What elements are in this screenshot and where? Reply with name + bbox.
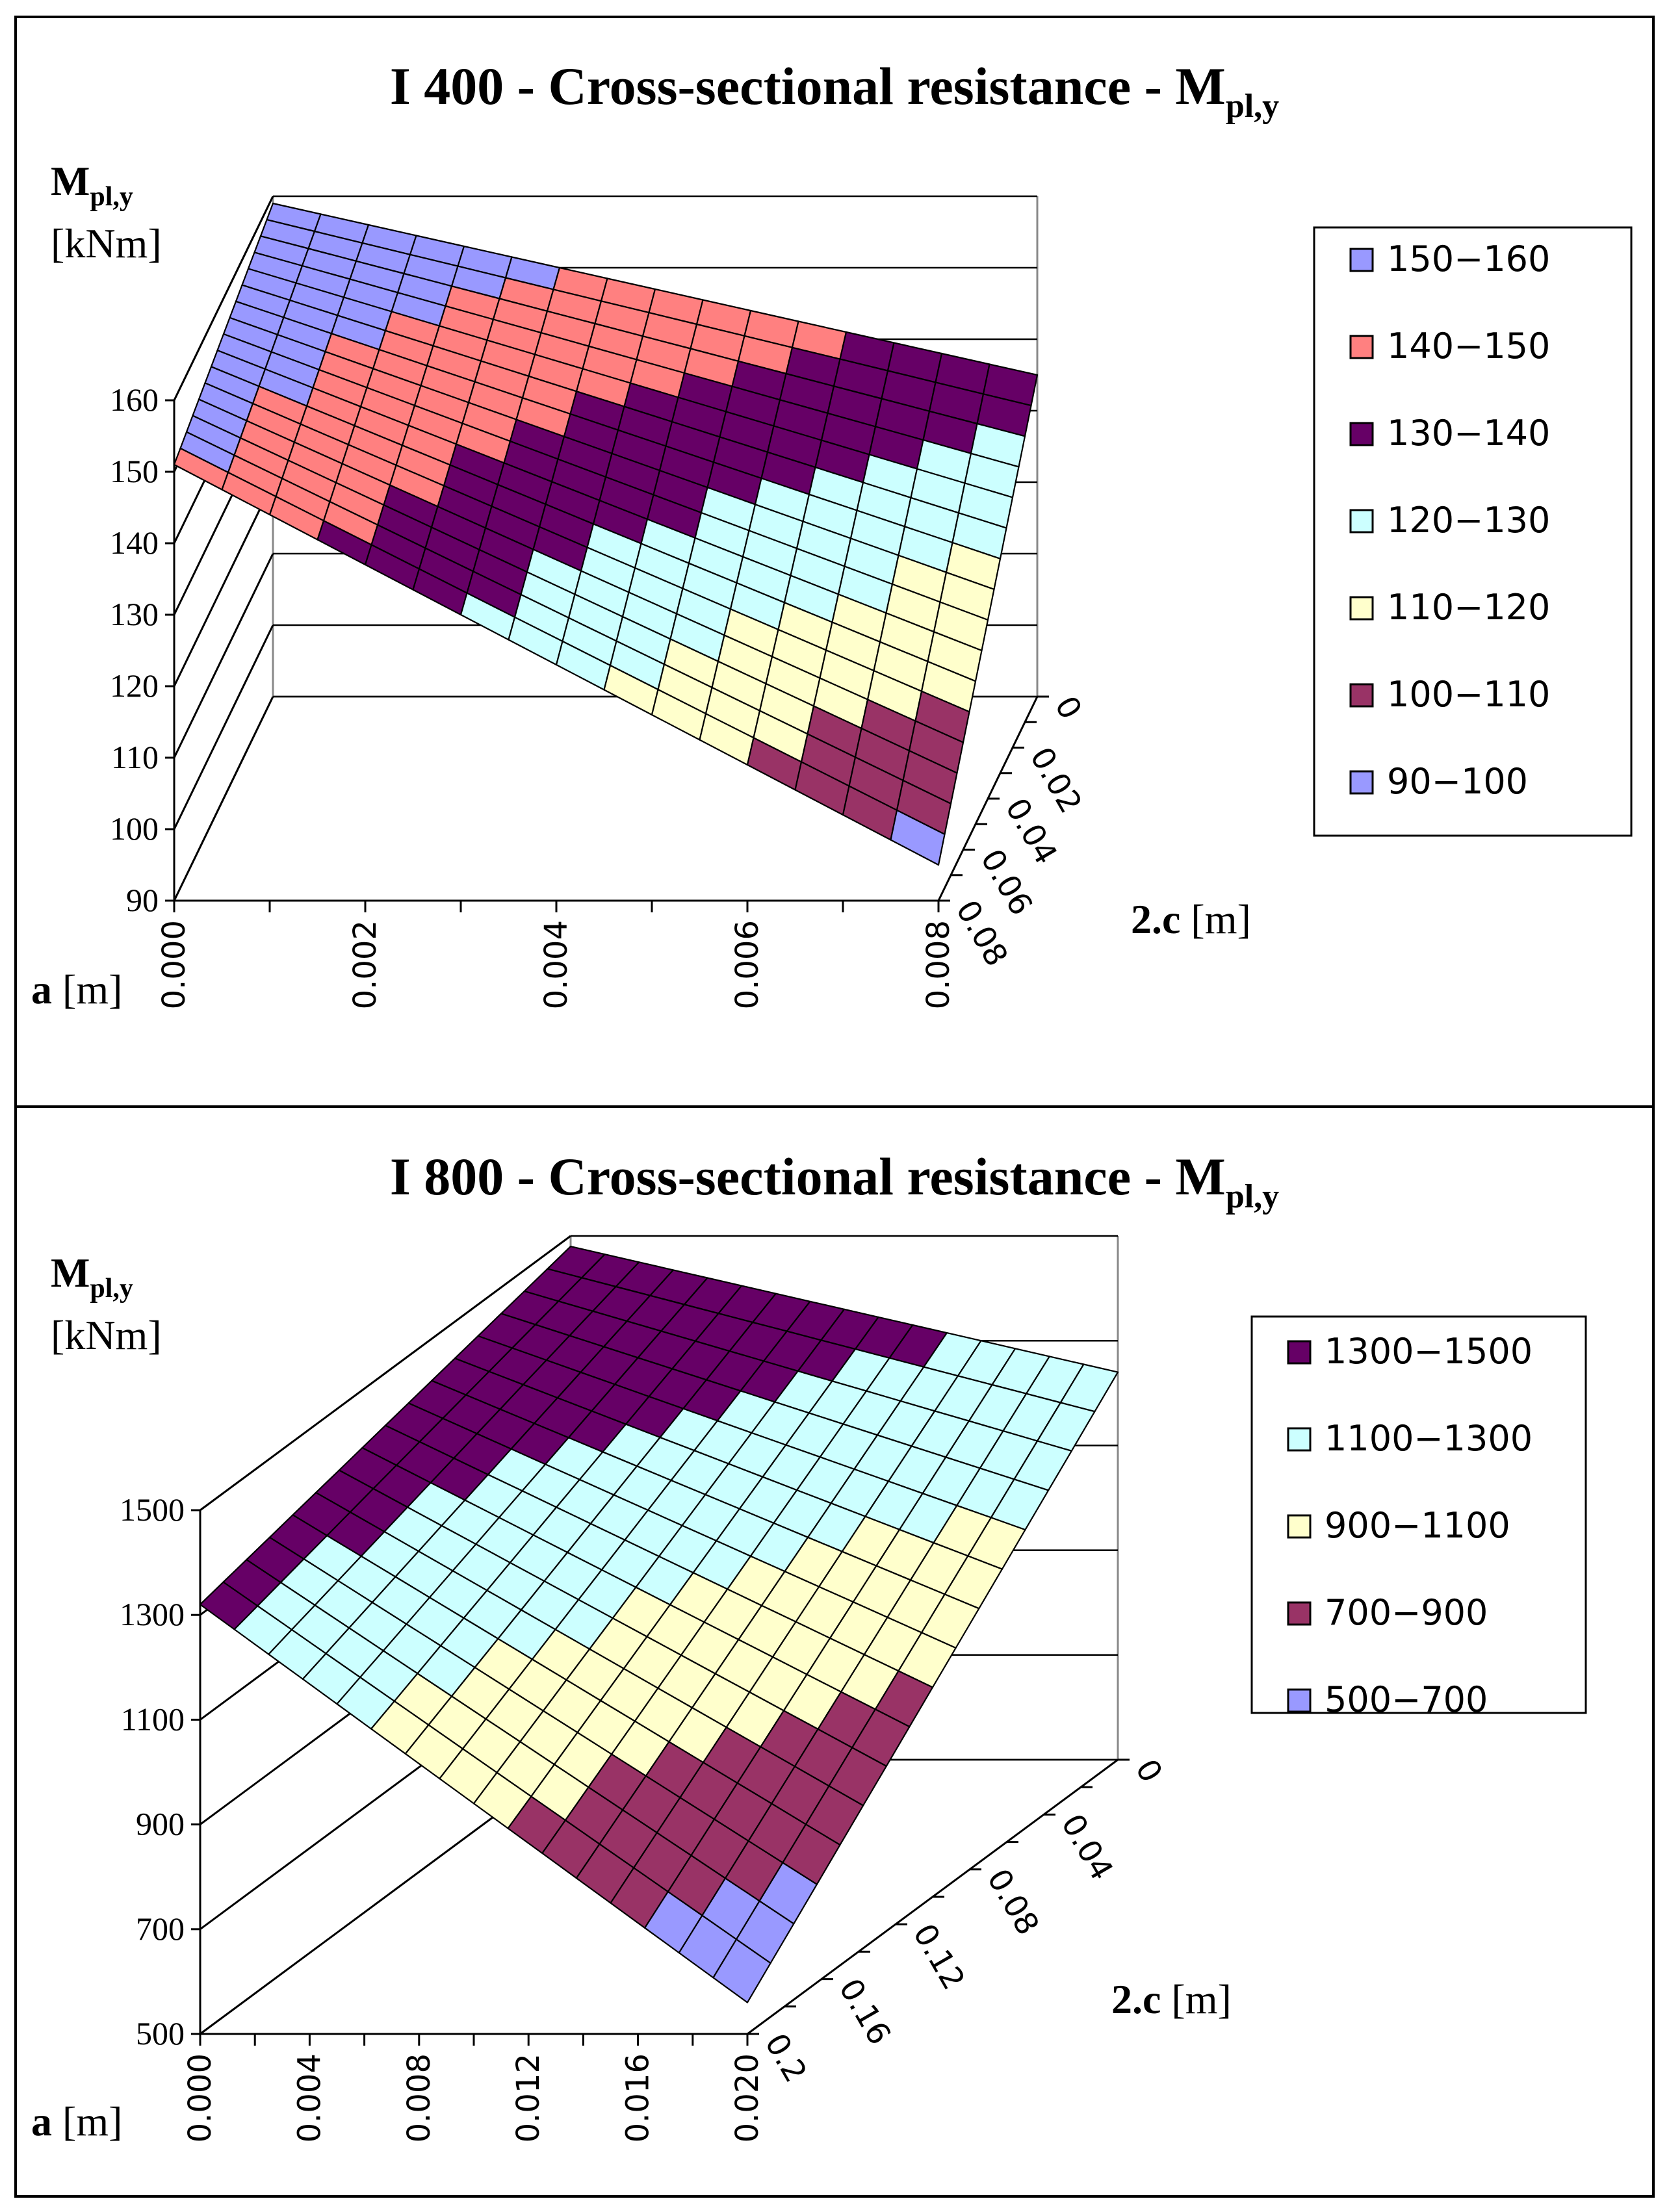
z-gridline-left <box>200 1235 571 1511</box>
y-tick-label: 0.2 <box>758 2027 814 2089</box>
legend: 1300−1500 1100−1300 900−1100 700−900 500−700 <box>1287 1331 1533 1720</box>
surface-plot <box>199 1245 1119 2003</box>
z-tick-label: 900 <box>136 1806 185 1842</box>
legend-swatch <box>1349 509 1374 534</box>
x-tick-label: 0.020 <box>729 2053 766 2142</box>
legend-label: 100−110 <box>1387 674 1550 715</box>
x-tick-label: 0.012 <box>510 2053 547 2142</box>
legend-label: 140−150 <box>1387 326 1550 367</box>
x-tick-label: 0.008 <box>401 2053 437 2142</box>
legend-swatch <box>1287 1340 1312 1365</box>
legend-label: 1300−1500 <box>1325 1331 1533 1372</box>
z-gridline-left <box>173 624 274 830</box>
x-axis-label: a [m] <box>31 966 122 1012</box>
legend-swatch <box>1287 1514 1312 1539</box>
y-tick-label: 0 <box>1048 690 1089 725</box>
y-tick-label: 0.12 <box>906 1918 972 1996</box>
z-axis-unit: [kNm] <box>51 1312 162 1358</box>
legend-label: 1100−1300 <box>1325 1418 1533 1459</box>
y-tick-label: 0.08 <box>980 1863 1046 1942</box>
legend-label: 500−700 <box>1325 1679 1488 1720</box>
x-tick-label: 0.008 <box>920 920 957 1009</box>
z-axis-label: Mpl,y <box>51 158 133 212</box>
z-tick-label: 150 <box>110 453 159 489</box>
z-tick-label: 120 <box>110 667 159 704</box>
legend-swatch <box>1349 248 1374 272</box>
z-tick-label: 130 <box>110 596 159 632</box>
z-axis-label: Mpl,y <box>51 1250 133 1304</box>
y-axis-label: 2.c [m] <box>1131 896 1251 942</box>
z-tick-label: 700 <box>136 1910 185 1947</box>
legend-swatch <box>1287 1688 1312 1713</box>
z-tick-label: 1300 <box>120 1596 185 1632</box>
surface-cell <box>890 809 946 866</box>
chart-title: I 800 - Cross-sectional resistance - Mpl… <box>390 1147 1279 1215</box>
legend-label: 700−900 <box>1325 1592 1488 1633</box>
legend-label: 90−100 <box>1387 761 1528 802</box>
x-tick-label: 0.016 <box>620 2053 656 2142</box>
z-tick-label: 140 <box>110 524 159 561</box>
legend-label: 150−160 <box>1387 238 1550 279</box>
y-tick-label: 0 <box>1128 1753 1170 1788</box>
chart-title: I 400 - Cross-sectional resistance - Mpl… <box>390 57 1279 125</box>
x-axis-label: a [m] <box>31 2098 122 2144</box>
legend-swatch <box>1349 596 1374 621</box>
legend-swatch <box>1349 770 1374 795</box>
legend: 150−160 140−150 130−140 120−130 110−120 100−1… <box>1349 238 1550 802</box>
z-gridline-left <box>173 696 274 901</box>
legend-label: 130−140 <box>1387 413 1550 454</box>
z-gridline-left <box>173 482 274 687</box>
z-gridline-left <box>173 196 274 401</box>
z-tick-label: 100 <box>110 810 159 847</box>
legend-swatch <box>1349 422 1374 446</box>
legend-swatch <box>1349 683 1374 708</box>
legend-swatch <box>1349 335 1374 359</box>
surface-cell <box>712 1938 771 2003</box>
legend-swatch <box>1287 1601 1312 1626</box>
legend-label: 900−1100 <box>1325 1505 1510 1546</box>
chart-i400: I 400 - Cross-sectional resistance - Mpl… <box>31 57 1633 1012</box>
chart-i800: I 800 - Cross-sectional resistance - Mpl… <box>31 1147 1587 2144</box>
z-tick-label: 500 <box>136 2015 185 2051</box>
x-tick-label: 0.002 <box>347 920 383 1009</box>
z-axis-unit: [kNm] <box>51 220 162 266</box>
z-tick-label: 1100 <box>121 1701 185 1737</box>
y-axis-label: 2.c [m] <box>1111 1976 1232 2022</box>
surface-plot <box>173 202 1039 866</box>
z-tick-label: 90 <box>126 882 159 918</box>
z-tick-label: 160 <box>110 381 159 418</box>
x-tick-label: 0.004 <box>538 920 575 1009</box>
x-tick-label: 0.004 <box>291 2053 328 2142</box>
x-tick-label: 0.000 <box>156 920 192 1009</box>
y-tick-label: 0.04 <box>1054 1808 1120 1886</box>
y-tick-label: 0.16 <box>832 1973 898 2051</box>
x-tick-label: 0.000 <box>182 2053 218 2142</box>
z-tick-label: 1500 <box>120 1491 185 1528</box>
z-tick-label: 110 <box>111 739 159 775</box>
x-tick-label: 0.006 <box>729 920 766 1009</box>
legend-swatch <box>1287 1427 1312 1452</box>
z-gridline-left <box>173 553 274 758</box>
legend-label: 120−130 <box>1387 500 1550 541</box>
legend-label: 110−120 <box>1387 587 1550 628</box>
